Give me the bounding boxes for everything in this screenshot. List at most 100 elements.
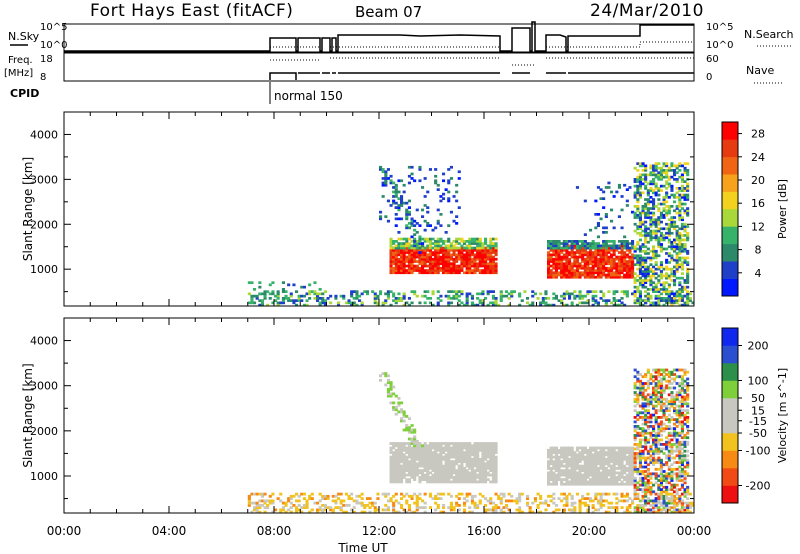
data-cell (667, 456, 671, 460)
data-cell (628, 478, 632, 481)
data-cell (397, 292, 401, 296)
data-cell (460, 260, 464, 263)
data-cell (394, 188, 398, 191)
data-cell (644, 220, 648, 224)
data-cell (484, 462, 488, 466)
data-cell (494, 249, 498, 252)
data-cell (636, 243, 640, 246)
data-cell (421, 255, 425, 259)
data-cell (428, 251, 432, 254)
data-cell (631, 244, 635, 248)
data-cell (594, 271, 598, 275)
data-cell (638, 416, 642, 419)
data-cell (633, 438, 637, 442)
data-cell (649, 211, 653, 215)
data-cell (602, 260, 606, 263)
data-cell (565, 253, 569, 257)
data-cell (347, 494, 351, 498)
data-cell (486, 499, 490, 503)
data-cell (444, 264, 448, 268)
data-cell (436, 457, 440, 461)
data-cell (473, 240, 477, 243)
data-cell (625, 467, 629, 470)
data-cell (589, 253, 593, 257)
data-cell (554, 453, 558, 457)
data-cell (539, 301, 543, 305)
data-cell (667, 370, 671, 374)
data-cell (631, 469, 635, 472)
data-cell (649, 447, 653, 451)
data-cell (673, 299, 677, 302)
data-cell (557, 476, 561, 479)
data-cell (581, 301, 585, 305)
data-cell (652, 265, 656, 269)
data-cell (402, 255, 406, 259)
data-cell (392, 408, 396, 412)
data-cell (644, 418, 648, 421)
data-cell (688, 292, 692, 296)
data-cell (547, 260, 551, 263)
data-cell (610, 266, 614, 270)
data-cell (421, 460, 425, 463)
data-cell (449, 177, 453, 180)
data-cell (631, 257, 635, 261)
data-cell (486, 292, 490, 296)
data-cell (389, 442, 393, 445)
data-cell (581, 473, 585, 477)
data-cell (644, 481, 648, 485)
data-cell (612, 240, 616, 243)
data-cell (436, 473, 440, 477)
data-cell (392, 442, 396, 445)
data-cell (654, 384, 658, 388)
data-cell (644, 510, 648, 514)
data-cell (455, 460, 459, 463)
data-cell (583, 294, 587, 298)
data-cell (436, 492, 440, 496)
data-cell (434, 255, 438, 259)
data-cell (652, 180, 656, 183)
data-cell (591, 453, 595, 457)
data-cell (638, 276, 642, 280)
data-cell (423, 446, 427, 450)
region-sparse-upper (379, 165, 461, 234)
data-cell (641, 452, 645, 455)
data-cell (415, 467, 419, 470)
data-cell (478, 444, 482, 448)
data-cell (562, 473, 566, 477)
data-cell (686, 252, 690, 255)
data-cell (570, 262, 574, 266)
data-cell (570, 478, 574, 481)
data-cell (389, 253, 393, 257)
data-cell (644, 198, 648, 201)
data-cell (657, 267, 661, 271)
data-cell (641, 402, 645, 406)
data-cell (384, 299, 388, 302)
data-cell (644, 225, 648, 228)
data-cell (381, 508, 385, 512)
data-cell (625, 451, 629, 454)
data-cell (455, 478, 459, 481)
data-cell (607, 244, 611, 248)
data-cell (615, 457, 619, 461)
data-cell (641, 506, 645, 509)
data-cell (494, 246, 498, 250)
data-cell (447, 480, 451, 484)
data-cell (673, 247, 677, 251)
data-cell (565, 271, 569, 275)
data-cell (665, 445, 669, 449)
data-cell (434, 264, 438, 268)
data-cell (641, 272, 645, 275)
data-cell (297, 494, 301, 498)
data-cell (652, 290, 656, 293)
data-cell (295, 508, 299, 512)
data-cell (596, 246, 600, 250)
data-cell (478, 257, 482, 261)
data-cell (410, 430, 414, 434)
data-cell (633, 483, 637, 487)
data-cell (549, 455, 553, 459)
data-cell (557, 240, 561, 243)
data-cell (670, 303, 674, 307)
data-cell (431, 473, 435, 477)
data-cell (662, 184, 666, 188)
data-cell (686, 299, 690, 302)
